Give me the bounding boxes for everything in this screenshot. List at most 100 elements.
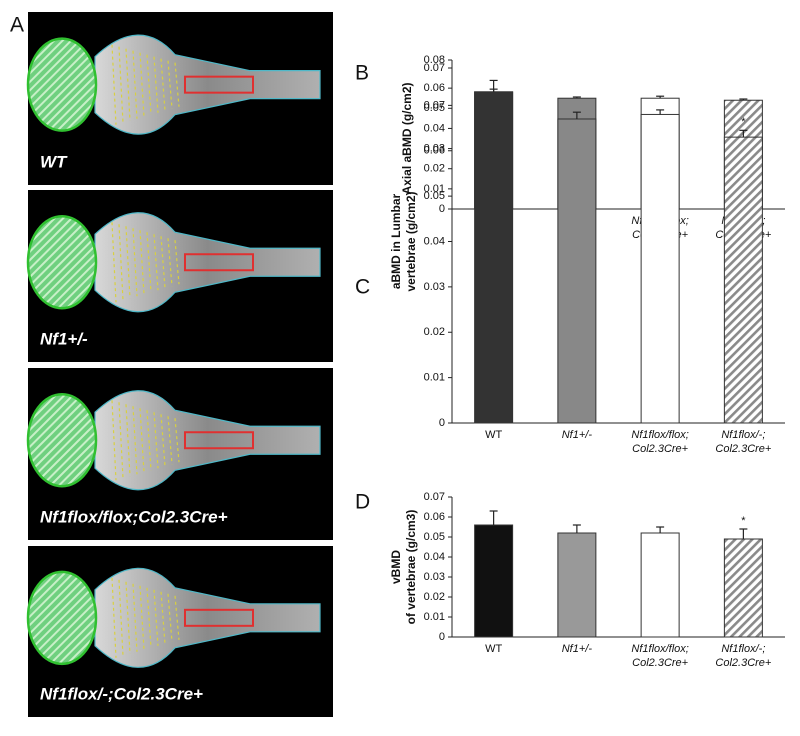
image-label: WT <box>40 152 68 171</box>
rib <box>111 222 117 303</box>
y-tick-label: 0.06 <box>424 145 445 157</box>
scan-image: Nf1flox/-;Col2.3Cre+ <box>26 546 333 717</box>
body-outline <box>94 390 321 491</box>
rib <box>160 58 166 111</box>
rib <box>174 62 180 107</box>
y-tick-label: 0.04 <box>424 551 445 563</box>
rib <box>139 52 145 117</box>
panel-label: A <box>10 14 24 37</box>
y-tick-label: 0 <box>439 417 445 429</box>
y-tick-label: 0.07 <box>424 491 445 503</box>
y-tick-label: 0.05 <box>424 102 445 114</box>
bar <box>723 136 763 424</box>
rib <box>167 238 173 287</box>
y-tick-label: 0.03 <box>424 571 445 583</box>
x-tick-label: Nf1flox/-; <box>721 429 765 441</box>
rib <box>146 587 152 648</box>
roi-box <box>184 431 254 450</box>
head-roi <box>26 214 98 310</box>
x-tick-label: Nf1+/- <box>562 643 593 655</box>
rib <box>174 595 180 640</box>
y-axis-label: of vertebrae (g/cm3) <box>404 510 418 625</box>
rib <box>118 224 124 301</box>
y-tick-label: 0.06 <box>424 511 445 523</box>
rib <box>174 240 180 285</box>
y-tick-label: 0 <box>439 203 445 215</box>
rib <box>125 48 131 121</box>
x-tick-label: Col2.3Cre+ <box>632 443 689 455</box>
image-label: Nf1flox/-;Col2.3Cre+ <box>40 684 203 703</box>
rib <box>146 54 152 115</box>
body-outline <box>94 567 321 668</box>
rib <box>111 44 117 125</box>
significance-marker: * <box>741 116 746 128</box>
x-tick-label: Col2.3Cre+ <box>715 657 772 669</box>
panel-label: B <box>355 62 369 85</box>
image-label: Nf1flox/flox;Col2.3Cre+ <box>40 507 228 526</box>
y-axis-label: aBMD in Lumbar <box>389 194 403 290</box>
bar <box>474 524 514 638</box>
rib <box>118 402 124 479</box>
rib <box>132 50 138 119</box>
bar <box>557 532 597 638</box>
y-tick-label: 0.05 <box>424 531 445 543</box>
y-tick-label: 0.08 <box>424 54 445 66</box>
y-axis-label: Axial aBMD (g/cm2) <box>400 82 414 194</box>
y-tick-label: 0.01 <box>424 183 445 195</box>
y-tick-label: 0.02 <box>424 591 445 603</box>
rib <box>139 408 145 473</box>
x-tick-label: WT <box>485 643 502 655</box>
head-roi <box>26 570 98 666</box>
rib <box>160 236 166 289</box>
significance-marker: * <box>741 515 746 527</box>
y-tick-label: 0 <box>439 631 445 643</box>
rib <box>167 416 173 465</box>
y-tick-label: 0.02 <box>424 163 445 175</box>
rib <box>160 414 166 467</box>
rib <box>167 593 173 642</box>
y-tick-label: 0.03 <box>424 281 445 293</box>
rib <box>146 232 152 293</box>
rib <box>118 579 124 656</box>
rib <box>132 406 138 475</box>
scan-panel: WT Nf1+/- Nf1flox/flox;Col2.3Cre+ Nf1flox/-… <box>26 12 333 717</box>
scan-image: Nf1flox/flox;Col2.3Cre+ <box>26 368 333 540</box>
head-roi <box>26 392 98 488</box>
x-tick-label: Col2.3Cre+ <box>715 443 772 455</box>
y-tick-label: 0.07 <box>424 62 445 74</box>
y-axis-label: vertebrae (g/cm2) <box>404 191 418 291</box>
rib <box>139 230 145 295</box>
scan-image: Nf1+/- <box>26 190 333 362</box>
bar <box>557 118 597 424</box>
rib <box>125 404 131 477</box>
x-tick-label: Nf1flox/flox; <box>631 643 688 655</box>
y-axis-label: vBMD <box>389 550 403 584</box>
head-roi <box>26 37 98 132</box>
rib <box>160 591 166 644</box>
bar <box>640 532 680 638</box>
image-label: Nf1+/- <box>40 329 88 348</box>
y-tick-label: 0.01 <box>424 611 445 623</box>
rib <box>125 226 131 299</box>
y-tick-label: 0.02 <box>424 326 445 338</box>
scan-image: WT <box>26 12 333 185</box>
x-tick-label: WT <box>485 429 502 441</box>
panel-label: D <box>355 491 370 514</box>
rib <box>125 581 131 654</box>
rib <box>174 418 180 463</box>
y-tick-label: 0.07 <box>424 99 445 111</box>
y-tick-label: 0.01 <box>424 372 445 384</box>
panel-label: C <box>355 276 370 299</box>
rib <box>111 400 117 481</box>
charts: B Axial aBMD (g/cm2) 0 0.01 0.02 0.03 0.04 0.05… <box>355 54 785 669</box>
bar <box>640 113 680 424</box>
bar <box>474 91 514 424</box>
y-tick-label: 0.04 <box>424 235 445 247</box>
body-outline <box>94 212 321 313</box>
rib <box>139 585 145 650</box>
rib <box>132 583 138 652</box>
body-outline <box>94 34 321 135</box>
